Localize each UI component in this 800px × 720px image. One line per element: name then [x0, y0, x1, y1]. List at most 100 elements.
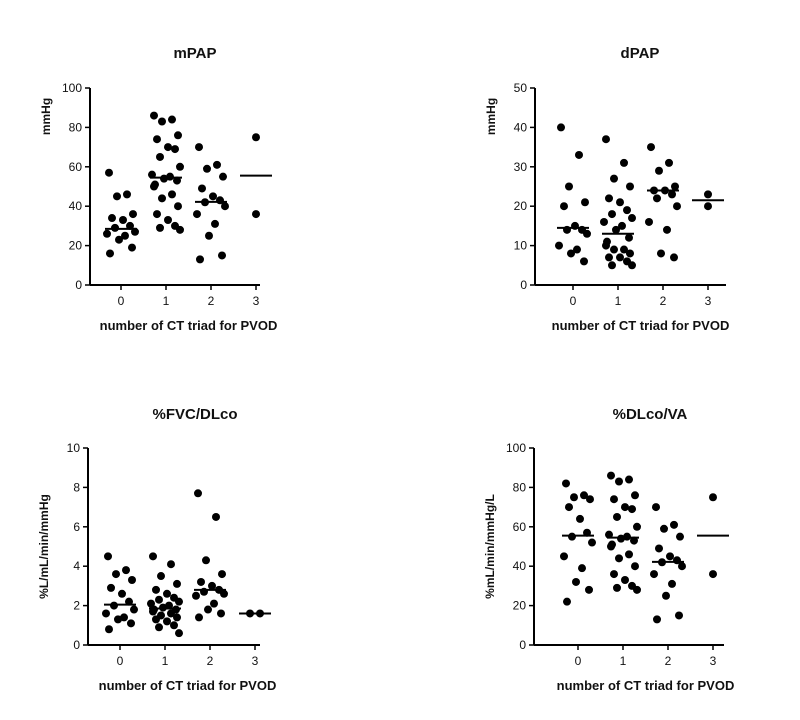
y-tick-label: 50 — [514, 81, 528, 95]
data-point — [625, 475, 633, 484]
data-point — [153, 210, 161, 219]
data-point — [623, 206, 631, 215]
data-point — [608, 210, 616, 219]
x-tick-label: 2 — [660, 294, 667, 308]
x-tick-label: 2 — [207, 654, 214, 668]
x-tick-label: 0 — [575, 654, 582, 668]
data-point — [221, 202, 229, 211]
data-point — [175, 629, 183, 638]
data-point — [163, 617, 171, 626]
data-point — [602, 135, 610, 144]
y-tick-label: 80 — [69, 120, 83, 134]
x-tick-label: 2 — [208, 294, 215, 308]
data-point — [163, 589, 171, 598]
data-point — [655, 544, 663, 553]
data-point — [113, 192, 121, 201]
data-point — [607, 471, 615, 480]
data-point — [104, 552, 112, 561]
data-point — [167, 560, 175, 569]
data-point — [218, 251, 226, 260]
data-point — [567, 249, 575, 258]
data-point — [219, 172, 227, 181]
y-tick-label: 0 — [75, 278, 82, 292]
chart-panel-1: mPAP 0 20 40 60 80 100 0 1 2 3 number of CT triad f… — [39, 45, 277, 333]
data-point — [171, 145, 179, 154]
data-point — [170, 621, 178, 630]
data-point — [615, 477, 623, 486]
data-point — [106, 249, 114, 258]
data-point — [621, 575, 629, 584]
data-point — [194, 489, 202, 498]
data-point — [252, 133, 260, 142]
data-point — [150, 111, 158, 120]
data-point — [158, 194, 166, 203]
data-point — [103, 229, 111, 238]
data-point — [650, 570, 658, 579]
y-tick-label: 0 — [520, 278, 527, 292]
x-axis-label: number of CT triad for PVOD — [557, 678, 735, 693]
data-point — [666, 552, 674, 561]
chart-title: dPAP — [621, 45, 660, 62]
data-point — [668, 579, 676, 588]
data-point — [119, 215, 127, 224]
data-point — [671, 182, 679, 191]
y-tick-label: 10 — [514, 239, 528, 253]
data-point — [580, 257, 588, 266]
data-point — [673, 202, 681, 211]
data-point — [208, 581, 216, 590]
data-point — [196, 255, 204, 264]
data-point — [127, 619, 135, 628]
y-tick-label: 100 — [62, 81, 82, 95]
data-point — [112, 570, 120, 579]
data-point — [153, 135, 161, 144]
data-point — [625, 550, 633, 559]
data-point — [645, 217, 653, 226]
data-point — [155, 595, 163, 604]
data-point — [252, 210, 260, 219]
data-point — [573, 245, 581, 254]
data-point — [155, 623, 163, 632]
data-point — [555, 241, 563, 250]
data-point — [615, 554, 623, 563]
data-point — [168, 190, 176, 199]
x-axis-label: number of CT triad for PVOD — [552, 318, 730, 333]
x-tick-label: 3 — [710, 654, 717, 668]
data-point — [192, 591, 200, 600]
chart-panel-3: %FVC/DLco 0 2 4 6 8 10 0 1 2 3 number of CT triad f… — [37, 406, 276, 693]
data-point — [668, 190, 676, 199]
y-axis-label: %mL/min/mmHg/L — [483, 494, 497, 599]
y-tick-label: 0 — [73, 638, 80, 652]
data-point — [565, 503, 573, 512]
x-tick-label: 1 — [615, 294, 622, 308]
data-point — [610, 174, 618, 183]
x-tick-label: 0 — [117, 654, 124, 668]
y-tick-label: 6 — [73, 520, 80, 534]
y-tick-label: 2 — [73, 599, 80, 613]
data-point — [217, 609, 225, 618]
y-tick-label: 20 — [514, 199, 528, 213]
data-point — [616, 253, 624, 262]
data-point — [105, 168, 113, 177]
data-point — [610, 495, 618, 504]
data-point — [212, 512, 220, 521]
data-point — [193, 210, 201, 219]
data-point — [158, 117, 166, 126]
data-point — [626, 182, 634, 191]
data-point — [120, 613, 128, 622]
data-point — [675, 611, 683, 620]
y-tick-label: 80 — [513, 480, 527, 494]
y-tick-label: 20 — [69, 239, 83, 253]
data-point — [663, 225, 671, 234]
data-point — [128, 243, 136, 252]
chart-title: %FVC/DLco — [152, 406, 237, 423]
data-point — [613, 583, 621, 592]
data-point — [565, 182, 573, 191]
data-point — [586, 495, 594, 504]
data-point — [653, 194, 661, 203]
data-point — [647, 143, 655, 152]
data-point — [121, 231, 129, 240]
data-point — [164, 143, 172, 152]
data-point — [670, 253, 678, 262]
x-tick-label: 3 — [705, 294, 712, 308]
